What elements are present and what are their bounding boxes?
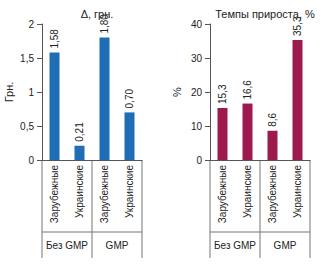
svg-text:%: % <box>171 87 183 97</box>
svg-text:40: 40 <box>191 19 203 30</box>
svg-text:Зарубежные: Зарубежные <box>99 165 110 224</box>
svg-text:35,3: 35,3 <box>292 16 303 36</box>
svg-text:Грн.: Грн. <box>3 82 15 103</box>
svg-text:15,3: 15,3 <box>217 84 228 104</box>
svg-text:Украинские: Украинские <box>292 165 303 218</box>
svg-text:GMP: GMP <box>106 240 129 251</box>
svg-text:GMP: GMP <box>274 240 297 251</box>
svg-text:30: 30 <box>191 53 203 64</box>
svg-text:16,6: 16,6 <box>242 80 253 100</box>
svg-text:1,5: 1,5 <box>20 53 34 64</box>
svg-text:Без GMP: Без GMP <box>214 240 256 251</box>
svg-text:1: 1 <box>28 87 34 98</box>
svg-text:Без GMP: Без GMP <box>46 240 88 251</box>
svg-text:1,80: 1,80 <box>99 14 110 34</box>
svg-text:0,21: 0,21 <box>74 122 85 142</box>
svg-text:Украинские: Украинские <box>242 165 253 218</box>
svg-text:Украинские: Украинские <box>124 165 135 218</box>
svg-text:0,5: 0,5 <box>20 121 34 132</box>
svg-text:20: 20 <box>191 87 203 98</box>
svg-text:0: 0 <box>28 155 34 166</box>
svg-text:Зарубежные: Зарубежные <box>217 165 228 224</box>
svg-text:Δ, грн.: Δ, грн. <box>81 8 114 20</box>
svg-text:10: 10 <box>191 121 203 132</box>
svg-text:0,70: 0,70 <box>124 88 135 108</box>
svg-text:Зарубежные: Зарубежные <box>49 165 60 224</box>
svg-text:1,58: 1,58 <box>49 29 60 49</box>
svg-text:Украинские: Украинские <box>74 165 85 218</box>
svg-text:2: 2 <box>28 19 34 30</box>
svg-text:Темпы прироста, %: Темпы прироста, % <box>215 8 315 20</box>
svg-text:Зарубежные: Зарубежные <box>267 165 278 224</box>
svg-text:0: 0 <box>196 155 202 166</box>
svg-text:8,6: 8,6 <box>267 112 278 126</box>
